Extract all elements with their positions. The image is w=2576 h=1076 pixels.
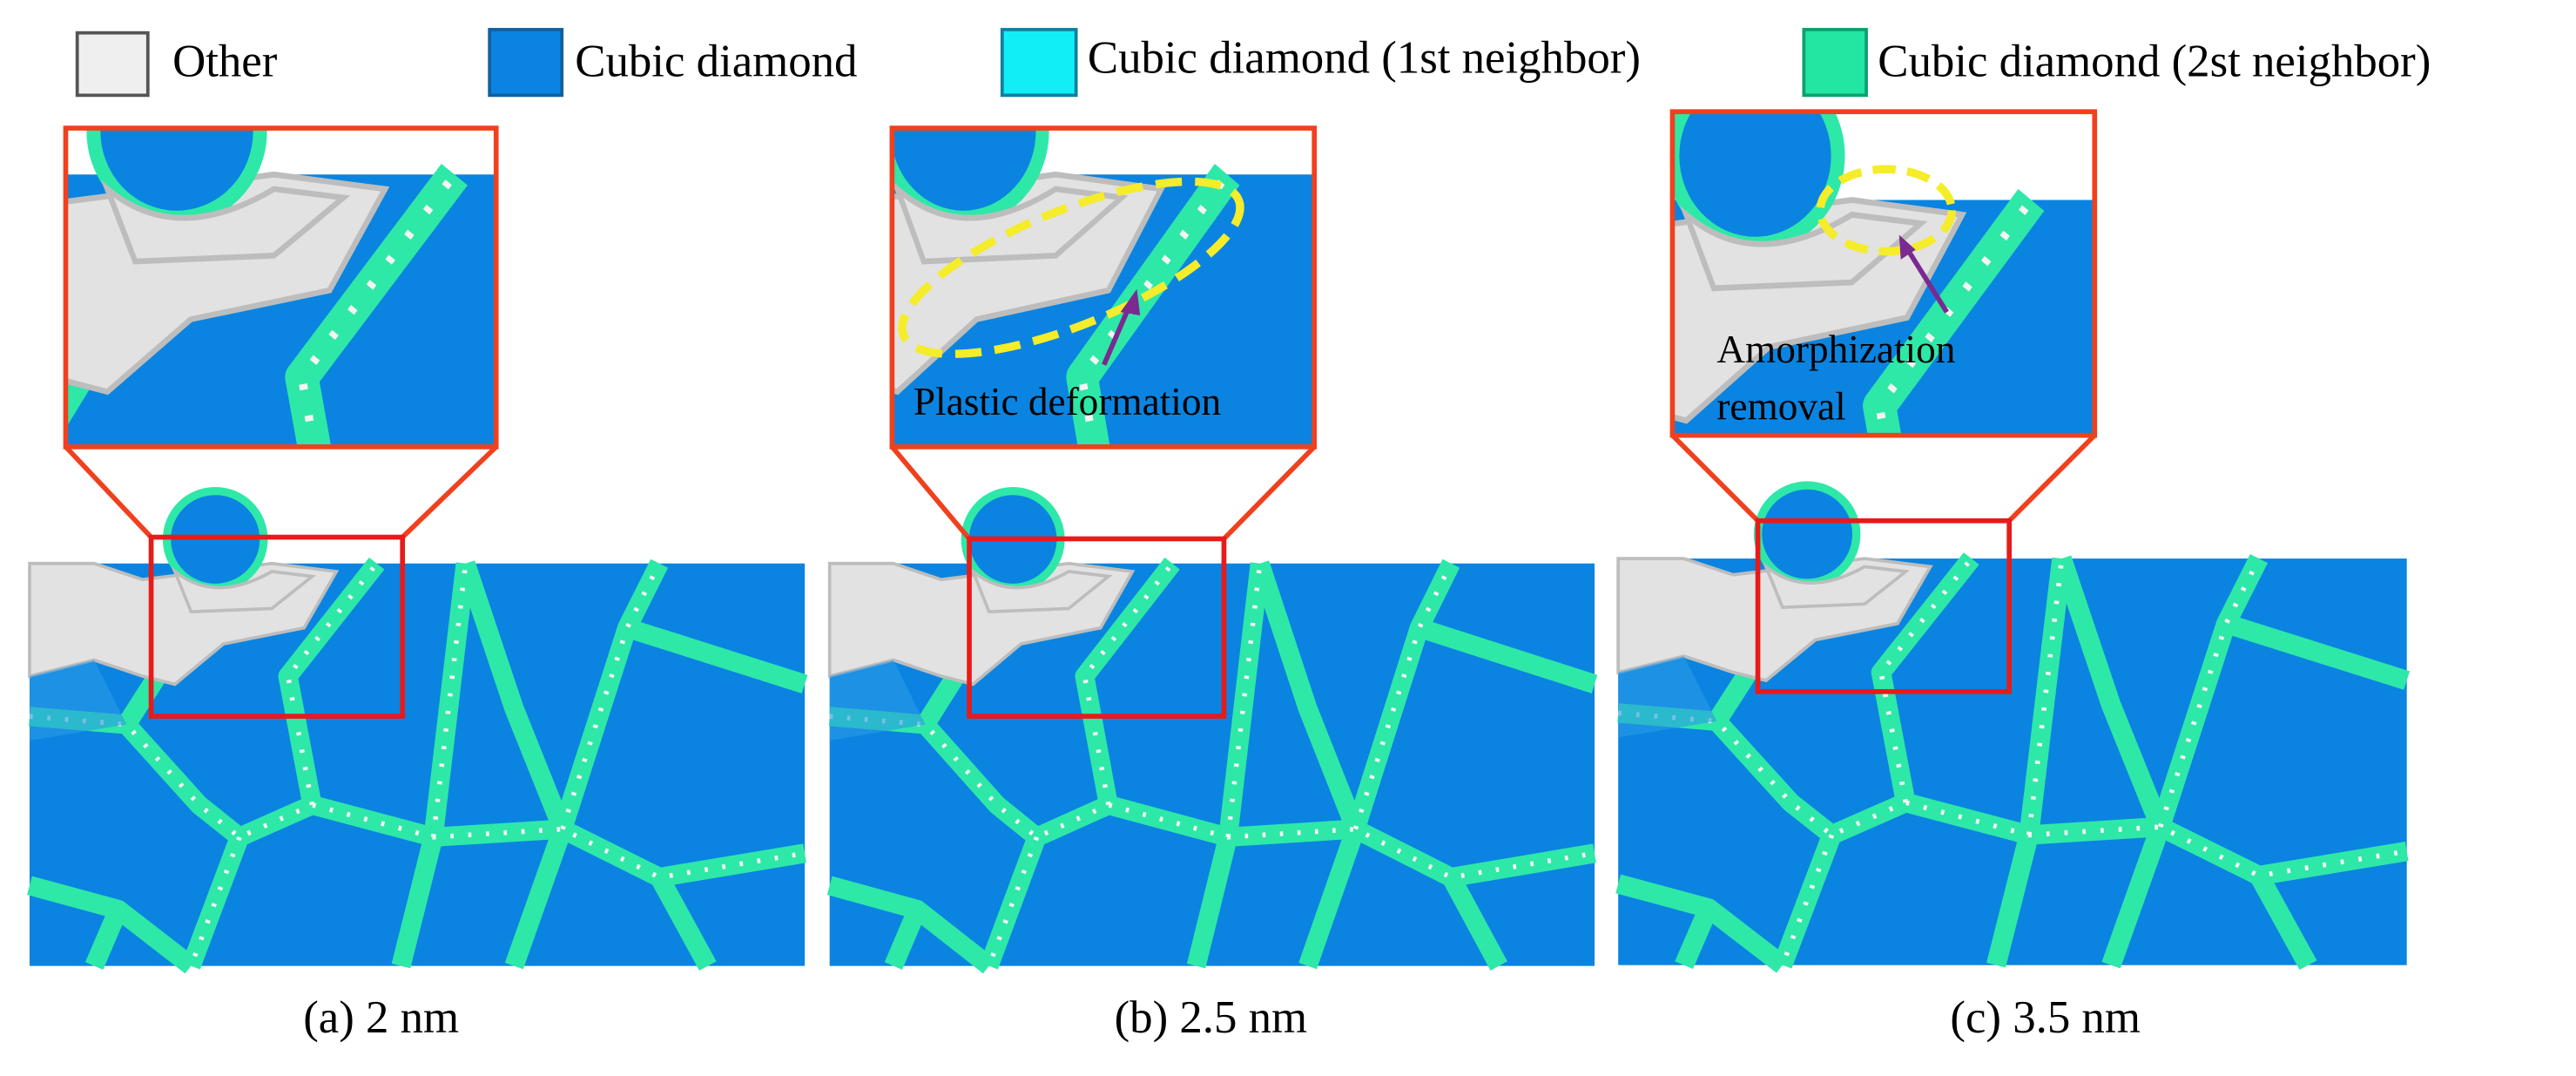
legend-swatch — [75, 30, 150, 98]
annotation: Amorphization — [1716, 328, 1955, 371]
caption: (b) 2.5 nm — [1115, 992, 1307, 1043]
legend-swatch — [1000, 28, 1078, 98]
panel: Amorphization removal (c) 3.5 nm — [1438, 109, 2576, 1043]
inset-frame — [1669, 109, 2098, 438]
simulation-snapshot — [1618, 485, 2407, 965]
zoom-box — [148, 534, 406, 719]
highlight-ellipse — [898, 177, 1244, 358]
connector — [64, 444, 153, 539]
inset-frame — [889, 125, 1318, 450]
legend-label: Other — [172, 37, 278, 87]
simulation-snapshot — [30, 491, 805, 966]
arrow — [1102, 302, 1133, 366]
legend-label: Cubic diamond (1st neighbor) — [1088, 33, 1641, 84]
annotation: removal — [1716, 385, 1845, 429]
highlight-ellipse — [1816, 165, 1956, 256]
zoom-box — [967, 536, 1227, 719]
panel: Plastic deformation (b) 2.5 nm — [660, 125, 1926, 1043]
arrow-head — [1120, 288, 1141, 316]
legend-label: Cubic diamond (2st neighbor) — [1878, 37, 2431, 87]
inset-frame — [63, 125, 499, 450]
zoom-box — [1755, 518, 2012, 694]
caption: (c) 3.5 nm — [1950, 992, 2141, 1043]
legend-label: Cubic diamond — [575, 37, 857, 87]
arrow — [1903, 245, 1949, 314]
legend: Other Cubic diamond Cubic diamond (1st n… — [75, 28, 2431, 98]
simulation-snapshot — [830, 491, 1595, 966]
panel: (a) 2 nm — [0, 125, 1190, 1043]
caption: (a) 2 nm — [303, 992, 459, 1043]
connector — [2007, 433, 2097, 523]
annotation: Plastic deformation — [914, 380, 1221, 423]
connector — [401, 444, 498, 539]
legend-swatch — [488, 28, 564, 98]
connector — [1670, 433, 1760, 523]
connector — [1222, 444, 1317, 541]
legend-swatch — [1802, 28, 1868, 98]
connector — [890, 445, 972, 541]
arrow-head — [1898, 234, 1916, 260]
